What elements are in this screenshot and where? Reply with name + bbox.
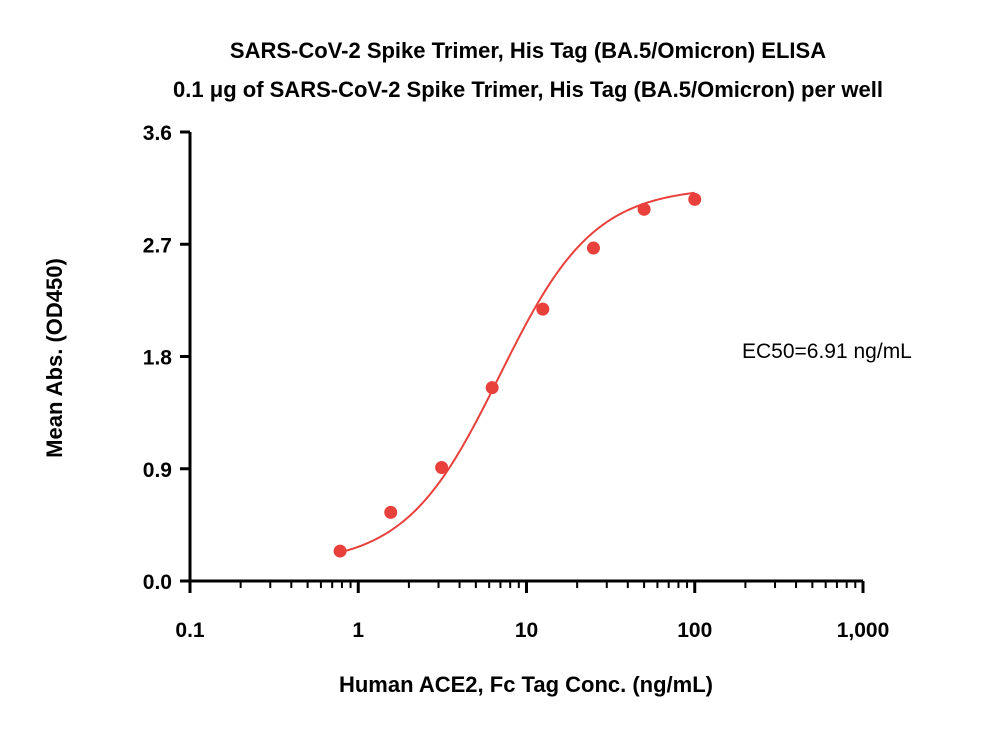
chart-subtitle: 0.1 μg of SARS-CoV-2 Spike Trimer, His T…	[173, 77, 883, 102]
x-tick-label: 1	[352, 619, 364, 642]
x-tick-label: 0.1	[175, 619, 205, 642]
data-point	[384, 505, 398, 519]
data-point	[435, 461, 449, 475]
y-tick-label: 0.9	[143, 459, 172, 482]
x-axis-label: Human ACE2, Fc Tag Conc. (ng/mL)	[339, 672, 713, 697]
y-axis-label: Mean Abs. (OD450)	[42, 258, 67, 458]
fit-curve-layer	[339, 191, 695, 554]
x-tick-label: 1,000	[837, 619, 890, 642]
y-tick-label: 2.7	[143, 234, 172, 257]
ec50-annotation: EC50=6.91 ng/mL	[742, 340, 912, 363]
data-point	[637, 202, 651, 216]
data-points-layer	[333, 192, 702, 558]
data-point	[586, 241, 600, 255]
y-tick-label: 1.8	[143, 347, 173, 370]
fit-curve	[339, 191, 695, 554]
x-tick-label: 100	[677, 619, 712, 642]
x-tick-label: 10	[515, 619, 538, 642]
data-point	[688, 192, 702, 206]
data-point	[333, 544, 347, 558]
y-tick-label: 3.6	[143, 122, 172, 145]
data-point	[485, 381, 499, 395]
axes: 0.0 0.9 1.8 2.7 3.6 0.1 1 10 100 1,000	[143, 122, 889, 642]
chart-title: SARS-CoV-2 Spike Trimer, His Tag (BA.5/O…	[230, 38, 826, 63]
data-point	[536, 302, 550, 316]
y-tick-label: 0.0	[143, 571, 172, 594]
